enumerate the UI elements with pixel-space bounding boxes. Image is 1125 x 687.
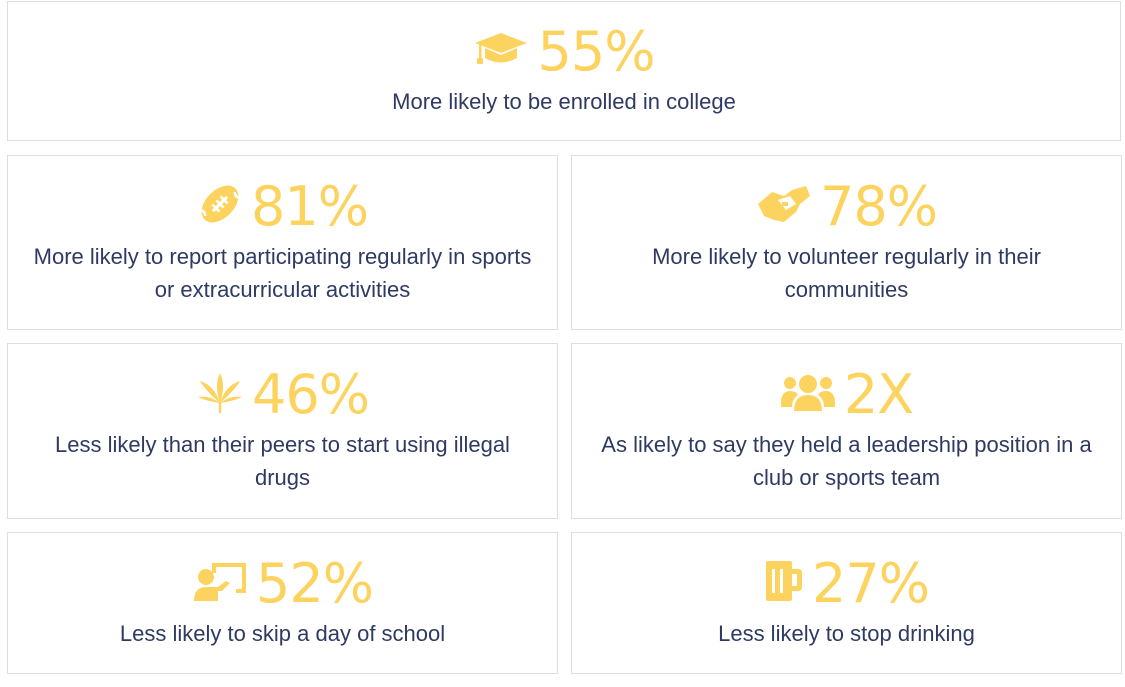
stat-row: 27% xyxy=(764,551,930,615)
stat-value: 46% xyxy=(251,363,370,426)
stat-row: 78% xyxy=(756,174,938,238)
stat-description: Less likely to skip a day of school xyxy=(119,620,446,646)
stat-card-college: 55% More likely to be enrolled in colleg… xyxy=(7,1,1121,141)
stat-row: 52% xyxy=(192,551,374,615)
graduation-cap-icon xyxy=(473,31,529,72)
stat-value: 81% xyxy=(250,174,369,238)
users-icon xyxy=(780,373,836,418)
stat-description: Less likely than their peers to start us… xyxy=(55,432,510,490)
stat-value: 52% xyxy=(255,551,374,615)
stat-row: 55% xyxy=(473,19,656,83)
stat-card-drugs: 46% Less likely than their peers to star… xyxy=(7,343,558,519)
football-icon xyxy=(197,181,243,232)
stat-card-school: 52% Less likely to skip a day of school xyxy=(7,532,558,674)
handshake-icon xyxy=(756,182,812,231)
stat-value: 2X xyxy=(843,363,914,426)
beer-mug-icon xyxy=(764,559,804,608)
stat-card-sports: 81% More likely to report participating … xyxy=(7,155,558,330)
stat-card-drinking: 27% Less likely to stop drinking xyxy=(571,532,1122,674)
stat-description: As likely to say they held a leadership … xyxy=(601,432,1092,490)
stat-description: More likely to be enrolled in college xyxy=(392,88,736,114)
stat-description: More likely to report participating regu… xyxy=(33,243,532,302)
stat-description: Less likely to stop drinking xyxy=(718,620,975,646)
stat-description: More likely to volunteer regularly in th… xyxy=(652,243,1041,302)
stat-card-leadership: 2X As likely to say they held a leadersh… xyxy=(571,343,1122,519)
cannabis-leaf-icon xyxy=(196,371,244,420)
stat-value: 27% xyxy=(811,551,930,615)
chalkboard-teacher-icon xyxy=(192,559,248,608)
stat-row: 46% xyxy=(196,363,370,426)
stat-card-volunteer: 78% More likely to volunteer regularly i… xyxy=(571,155,1122,330)
stat-row: 81% xyxy=(197,174,369,238)
stat-value: 78% xyxy=(819,174,938,238)
stat-value: 55% xyxy=(537,19,655,83)
stat-row: 2X xyxy=(780,363,914,426)
